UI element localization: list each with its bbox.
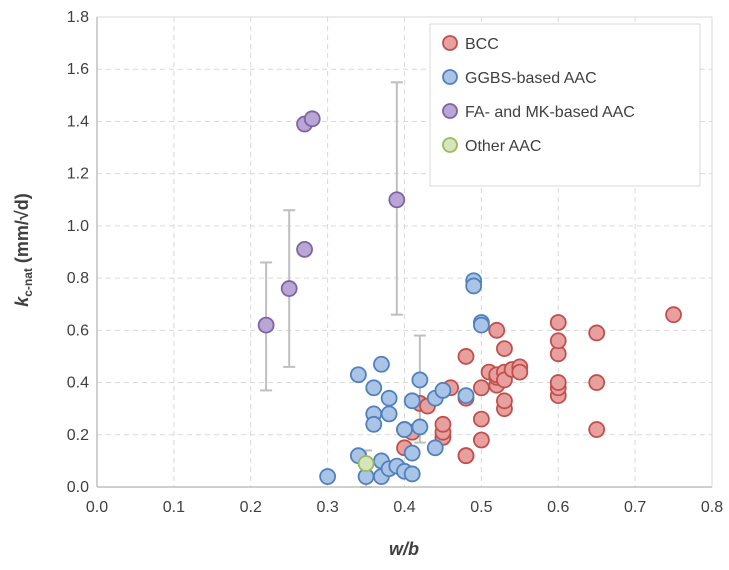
data-point (380, 389, 398, 407)
data-point (303, 110, 321, 128)
y-tick-label: 0.8 (67, 270, 89, 287)
data-point (411, 418, 429, 436)
data-point (257, 316, 275, 334)
x-tick-label: 0.0 (86, 499, 108, 516)
data-points (257, 110, 682, 485)
legend-marker (442, 137, 458, 153)
legend-label: Other AAC (465, 138, 541, 155)
data-point (488, 321, 506, 339)
data-point (403, 444, 421, 462)
data-point (549, 332, 567, 350)
legend-box (429, 23, 701, 187)
data-point (496, 392, 513, 410)
axis-titles: w/b kc-nat (mm/√d) (12, 193, 419, 559)
data-point (296, 240, 313, 258)
data-point (396, 421, 413, 438)
data-point (588, 374, 606, 391)
series-1 (319, 272, 490, 485)
legend-label: FA- and MK-based AAC (465, 104, 635, 121)
data-point (411, 371, 429, 389)
data-point (373, 355, 390, 373)
data-point (457, 387, 475, 405)
y-tick-label: 1.2 (67, 166, 89, 183)
data-point (365, 415, 383, 433)
x-tick-label: 0.1 (163, 499, 185, 516)
y-axis-title: kc-nat (mm/√d) (12, 193, 35, 307)
y-tick-label: 0.4 (67, 375, 89, 392)
legend-marker (442, 69, 458, 85)
y-tick-label: 1.6 (67, 61, 89, 78)
data-point (496, 340, 513, 358)
legend-marker (442, 35, 458, 51)
x-tick-label: 0.2 (240, 499, 262, 516)
data-point (472, 316, 490, 334)
legend-marker (442, 103, 458, 119)
data-point (380, 405, 398, 423)
data-point (319, 468, 337, 485)
data-point (472, 410, 490, 428)
data-point (457, 348, 475, 365)
y-axis-title-sub: c-nat (21, 268, 35, 297)
tick-labels: 0.0 0.1 0.2 0.3 0.4 0.5 0.6 0.7 0.8 0.0 0.2 0.4 0.6 0… (67, 9, 723, 516)
data-point (403, 392, 421, 410)
data-point (465, 277, 483, 295)
legend: BCC GGBS-based AAC FA- and MK-based AAC Oth… (429, 23, 701, 187)
data-point (388, 191, 406, 209)
data-point (457, 447, 475, 465)
data-point (665, 306, 682, 324)
data-point (549, 374, 567, 391)
series-2 (257, 110, 406, 334)
data-point (588, 421, 606, 438)
data-point (365, 379, 383, 397)
data-point (426, 439, 444, 457)
y-tick-label: 1.0 (67, 218, 89, 235)
x-tick-label: 0.7 (624, 499, 646, 516)
legend-label: BCC (465, 36, 499, 53)
x-tick-label: 0.6 (547, 499, 569, 516)
series-3 (357, 455, 375, 472)
x-tick-label: 0.5 (470, 499, 492, 516)
y-tick-label: 1.8 (67, 9, 89, 26)
data-point (280, 280, 298, 297)
data-point (434, 415, 452, 433)
y-axis-title-main: k (12, 296, 32, 307)
y-axis-title-unit: (mm/√d) (12, 193, 32, 268)
data-point (472, 379, 490, 397)
x-tick-label: 0.3 (317, 499, 339, 516)
data-point (357, 455, 375, 472)
x-tick-label: 0.4 (393, 499, 415, 516)
data-point (588, 324, 606, 342)
axes (96, 16, 713, 488)
x-tick-label: 0.8 (701, 499, 723, 516)
y-tick-label: 0.2 (67, 427, 89, 444)
y-tick-label: 1.4 (67, 113, 89, 130)
data-point (403, 465, 421, 483)
data-point (511, 363, 529, 381)
y-tick-label: 0.0 (67, 479, 89, 496)
legend-label: GGBS-based AAC (465, 70, 597, 87)
data-point (349, 366, 367, 384)
x-axis-title: w/b (389, 539, 419, 559)
y-tick-label: 0.6 (67, 322, 89, 339)
data-point (549, 314, 567, 331)
data-point (472, 431, 490, 449)
data-point (434, 381, 452, 399)
